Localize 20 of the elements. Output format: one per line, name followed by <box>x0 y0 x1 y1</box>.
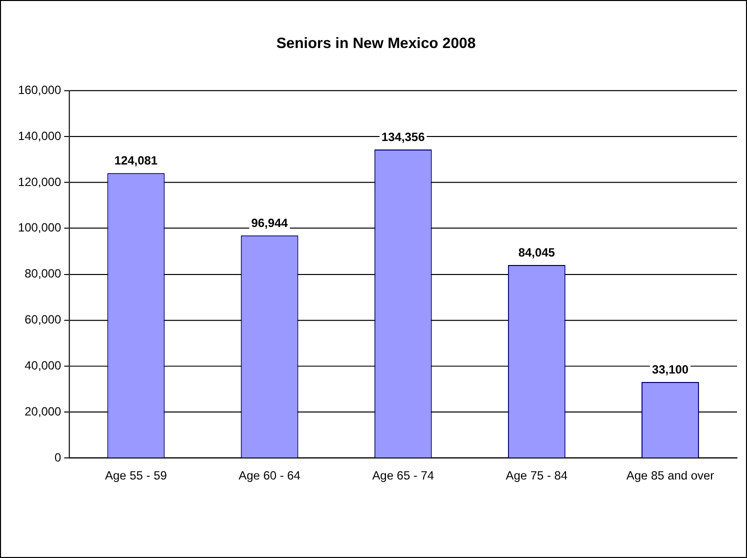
y-tick-label: 20,000 <box>24 404 62 418</box>
y-tick-label: 40,000 <box>24 358 62 372</box>
data-label: 84,045 <box>518 245 556 260</box>
data-label: 33,100 <box>652 362 689 376</box>
chart-title: Seniors in New Mexico 2008 <box>276 34 476 52</box>
y-tick-label: 0 <box>54 450 62 464</box>
y-tick-label: 100,000 <box>18 220 62 235</box>
data-label: 134,356 <box>381 130 426 144</box>
x-tick-label: Age 60 - 64 <box>238 468 301 482</box>
y-tick-label: 140,000 <box>18 128 62 143</box>
y-tick-label: 160,000 <box>18 82 62 97</box>
data-label: 124,081 <box>114 153 158 168</box>
y-tick-label: 80,000 <box>24 266 62 281</box>
data-label: 96,944 <box>251 216 288 230</box>
x-tick-label: Age 75 - 84 <box>506 468 568 482</box>
x-tick-label: Age 65 - 74 <box>372 468 434 482</box>
x-tick-label: Age 85 and over <box>626 468 714 482</box>
y-tick-label: 60,000 <box>24 312 62 327</box>
y-tick-label: 120,000 <box>18 174 62 189</box>
x-tick-label: Age 55 - 59 <box>105 468 168 482</box>
